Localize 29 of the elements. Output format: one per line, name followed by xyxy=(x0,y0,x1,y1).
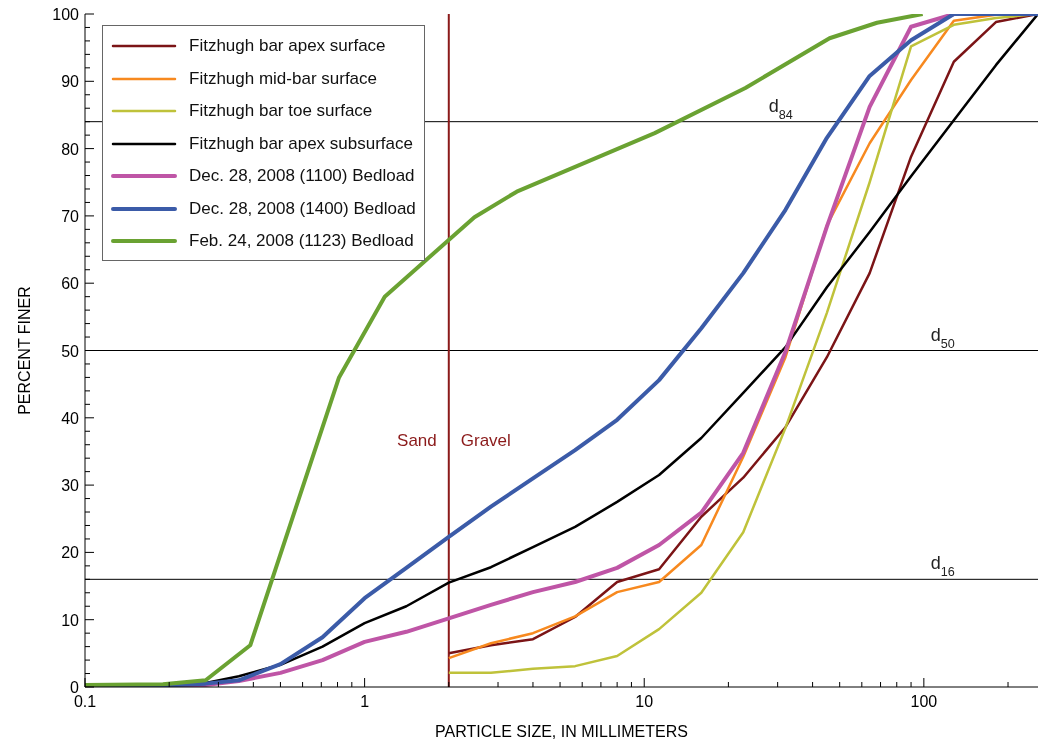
x-tick-label: 100 xyxy=(910,693,938,710)
legend-label: Fitzhugh bar apex subsurface xyxy=(189,133,413,154)
y-tick-label: 80 xyxy=(61,140,80,158)
y-tick-label: 100 xyxy=(52,6,80,23)
legend-label: Fitzhugh bar toe surface xyxy=(189,101,373,122)
y-tick-label: 60 xyxy=(61,275,80,293)
y-tick-label: 0 xyxy=(70,679,80,696)
ref-line-label: d$_{16}$ xyxy=(930,553,955,580)
annotation: Gravel xyxy=(460,431,511,451)
legend-label: Feb. 24, 2008 (1123) Bedload xyxy=(189,231,414,252)
y-tick-label: 50 xyxy=(61,342,80,360)
legend-label: Dec. 28, 2008 (1400) Bedload xyxy=(189,198,416,219)
y-tick-label: 10 xyxy=(61,611,80,629)
ref-line-label: d$_{84}$ xyxy=(768,95,793,122)
x-tick-label: 0.1 xyxy=(73,693,97,710)
y-axis-title: PERCENT FINER xyxy=(16,286,33,415)
legend-label: Fitzhugh bar apex surface xyxy=(189,36,386,57)
y-tick-label: 70 xyxy=(61,207,80,225)
legend-label: Dec. 28, 2008 (1100) Bedload xyxy=(189,166,415,187)
y-tick-label: 40 xyxy=(61,409,80,427)
y-tick-label: 20 xyxy=(61,544,80,562)
ref-line-label: d$_{50}$ xyxy=(930,324,955,351)
y-tick-label: 30 xyxy=(61,477,80,495)
x-tick-label: 10 xyxy=(635,693,654,710)
legend-label: Fitzhugh mid-bar surface xyxy=(189,68,378,89)
annotation: Sand xyxy=(397,431,437,451)
x-axis-title: PARTICLE SIZE, IN MILLIMETERS xyxy=(435,723,688,740)
y-tick-label: 90 xyxy=(61,73,80,91)
x-tick-label: 1 xyxy=(360,693,370,710)
